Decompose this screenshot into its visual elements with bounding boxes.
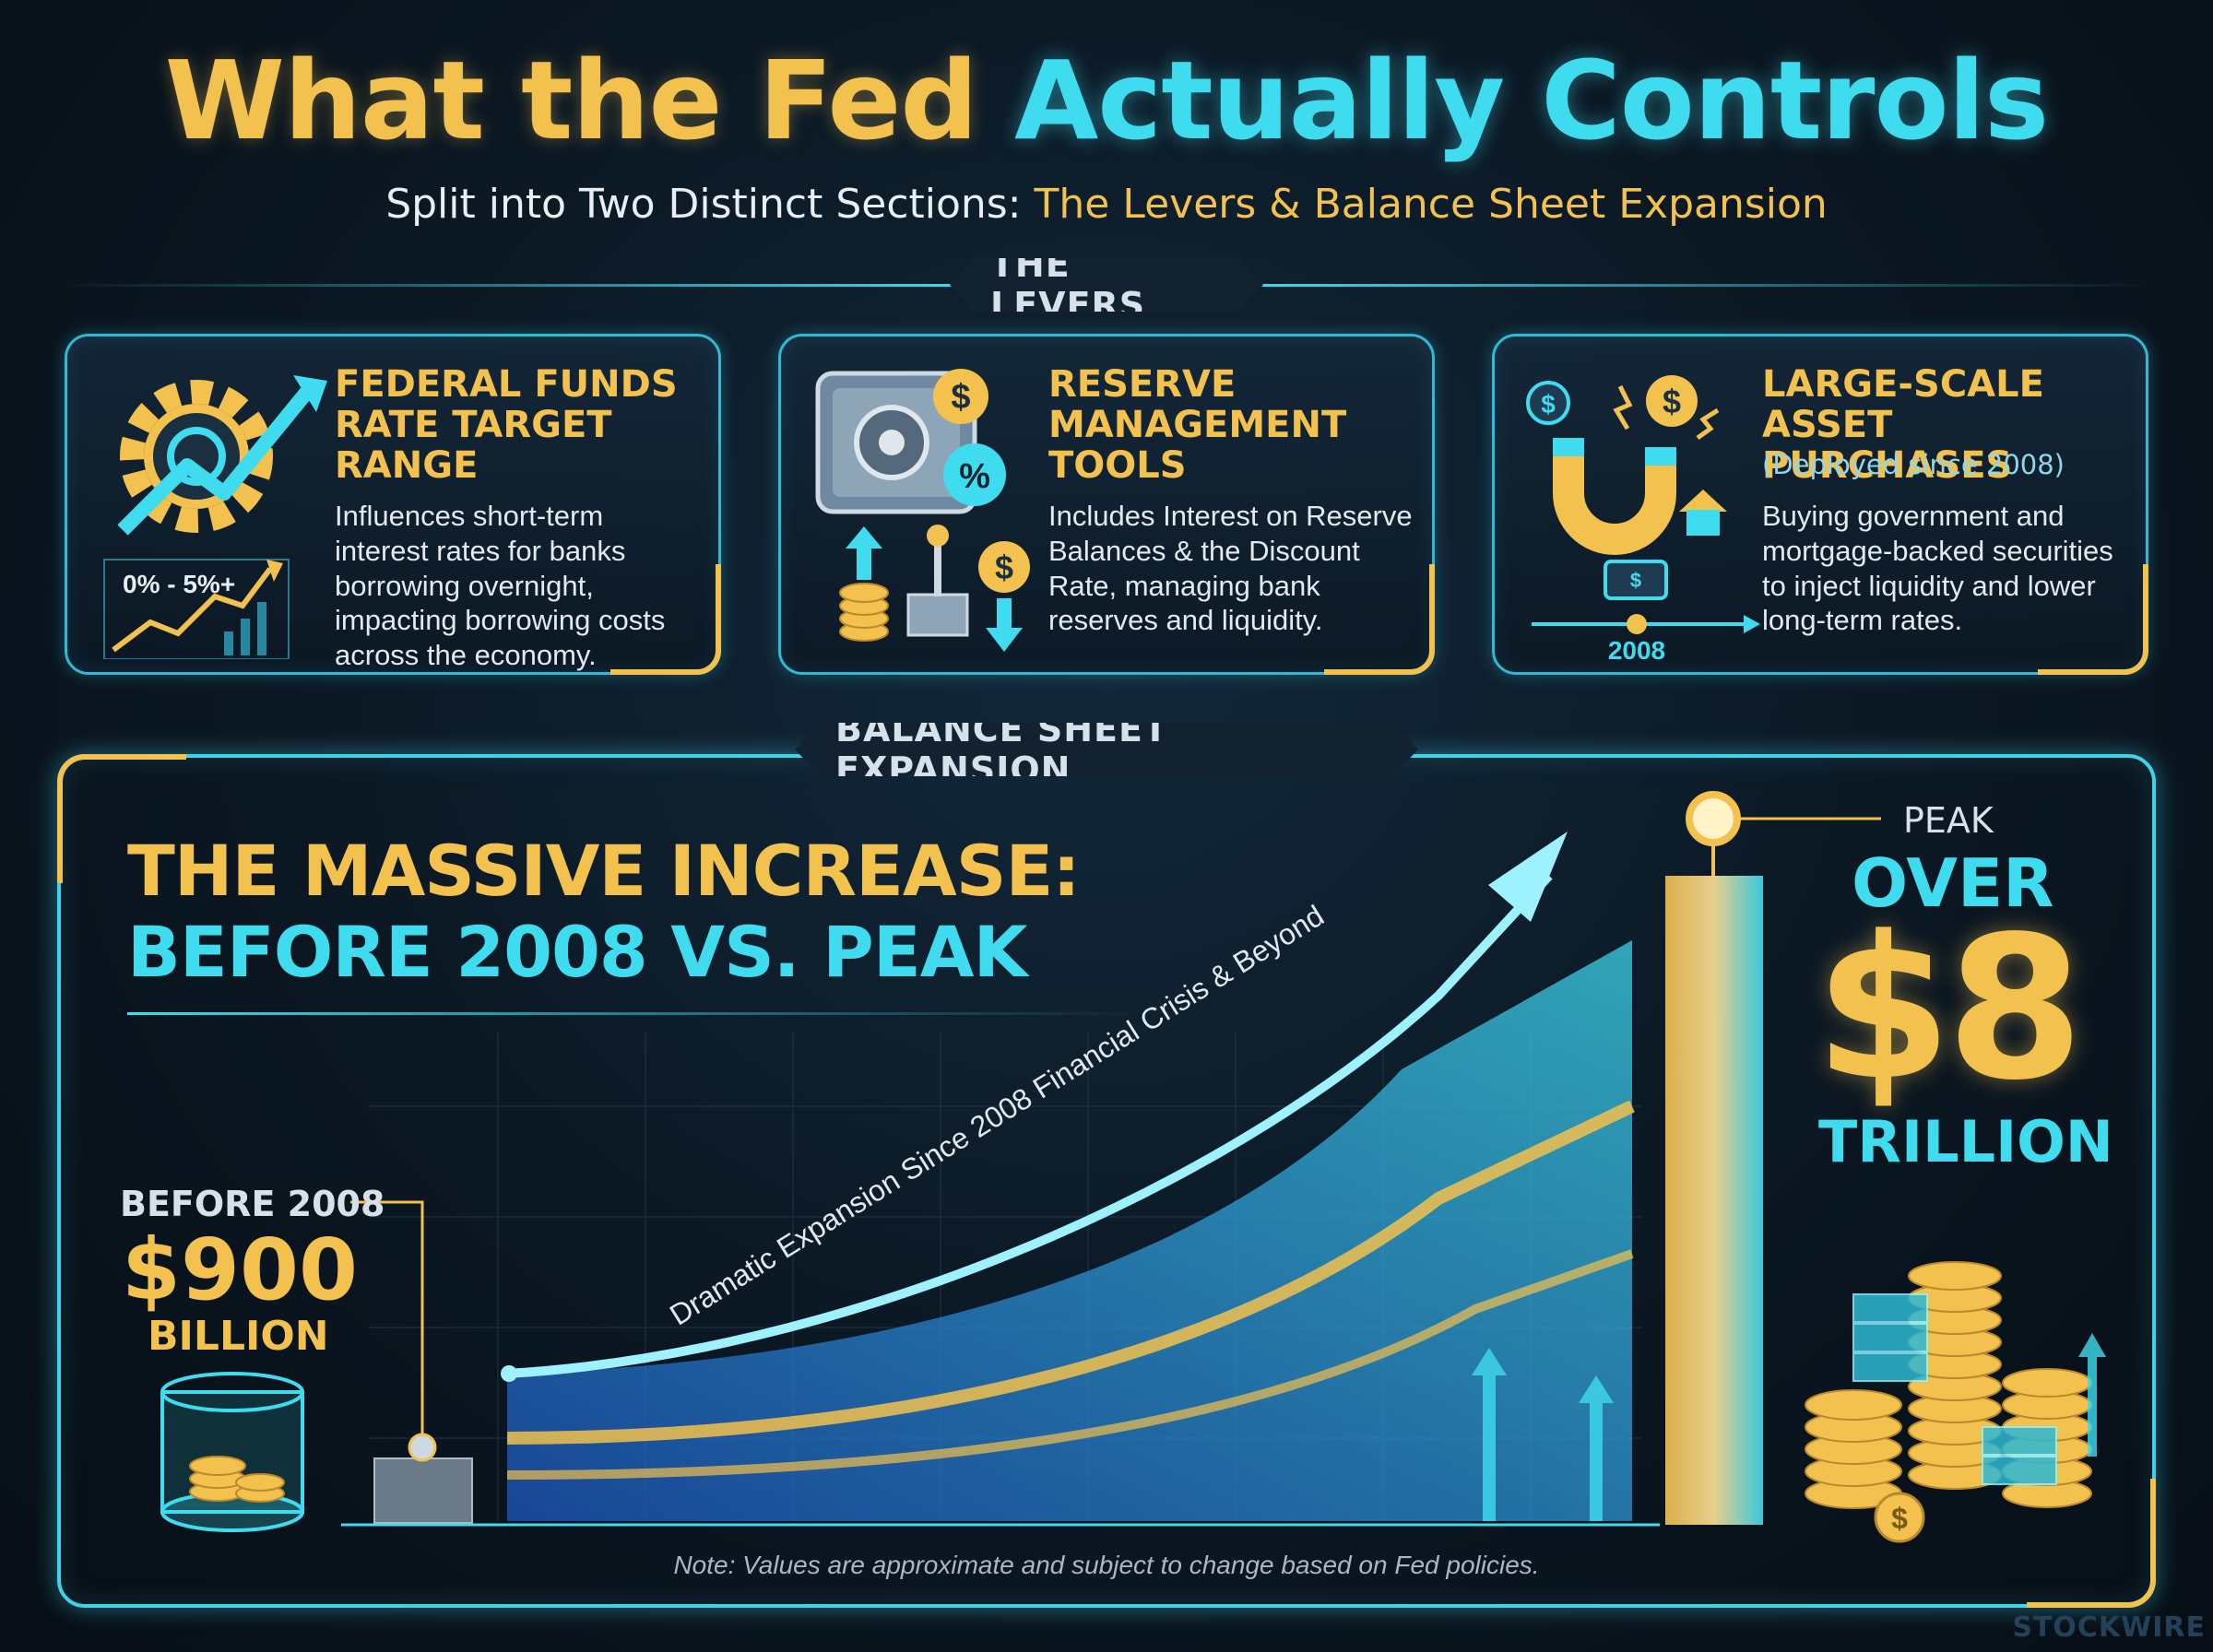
svg-text:$: $: [1630, 569, 1641, 592]
lever-subtitle: (Deployed since 2008): [1762, 449, 2065, 480]
footnote: Note: Values are approximate and subject…: [673, 1551, 1540, 1579]
svg-text:$: $: [1663, 383, 1681, 420]
subtitle-part-2: The Levers & Balance Sheet Expansion: [1034, 181, 1828, 228]
headline-underline: [127, 1012, 1142, 1015]
svg-text:$: $: [1891, 1502, 1908, 1535]
title-part-1: What the Fed: [164, 37, 1014, 164]
svg-text:$: $: [951, 378, 970, 417]
before-2008-label: BEFORE 2008: [120, 1184, 385, 1224]
lever-title: FEDERAL FUNDS RATE TARGET RANGE: [335, 363, 678, 487]
lever-card-reserve-tools: $ % $ RESERVE MANAGEMENT TOOLS Includes …: [778, 334, 1435, 675]
before-2008-unit: BILLION: [148, 1313, 329, 1360]
lever-card-asset-purchases: $ $ $ 2008 LARGE-SCALE ASSET PURCHASES (…: [1492, 334, 2148, 675]
card-accent-corner: [1324, 564, 1435, 675]
page-subtitle: Split into Two Distinct Sections: The Le…: [0, 181, 2213, 228]
subtitle-part-1: Split into Two Distinct Sections:: [385, 181, 1035, 228]
before-2008-value: $900: [122, 1221, 359, 1319]
headline-line-2: BEFORE 2008 VS. PEAK: [127, 911, 1027, 993]
levers-divider-left: [57, 284, 970, 287]
lever-description: Includes Interest on Reserve Balances & …: [1048, 500, 1413, 637]
panel-accent-corner: [57, 754, 186, 883]
headline-line-1: THE MASSIVE INCREASE:: [127, 830, 1081, 912]
lever-description: Buying government and mortgage-backed se…: [1762, 500, 2113, 637]
magnet-icon: $ $ $ 2008: [1513, 355, 1790, 665]
lever-description: Influences short-term interest rates for…: [335, 500, 666, 672]
gear-chart-icon: 0% - 5%+: [86, 355, 362, 660]
levers-divider-right: [1243, 284, 2156, 287]
page-title: What the Fed Actually Controls: [0, 43, 2213, 159]
card-accent-corner: [2038, 564, 2148, 675]
title-part-2: Actually Controls: [1013, 37, 2049, 164]
svg-text:$: $: [995, 549, 1013, 586]
svg-text:$: $: [1541, 390, 1556, 419]
lever-title: RESERVE MANAGEMENT TOOLS: [1048, 363, 1347, 487]
peak-value: $8: [1815, 894, 2084, 1124]
svg-text:%: %: [959, 457, 990, 496]
peak-prefix: OVER: [1852, 844, 2054, 922]
watermark: STOCKWIRE: [2012, 1611, 2206, 1644]
lever-card-fed-funds: 0% - 5%+ FEDERAL FUNDS RATE TARGET RANGE…: [65, 334, 721, 675]
panel-accent-corner: [2027, 1479, 2156, 1608]
card-accent-corner: [610, 564, 721, 675]
peak-unit: TRILLION: [1818, 1108, 2113, 1175]
peak-label: PEAK: [1903, 800, 1994, 841]
vault-icon: $ % $: [799, 355, 1076, 659]
lever-title: LARGE-SCALE ASSET PURCHASES: [1762, 363, 2044, 487]
fed-funds-rate-badge: 0% - 5%+: [123, 570, 235, 598]
